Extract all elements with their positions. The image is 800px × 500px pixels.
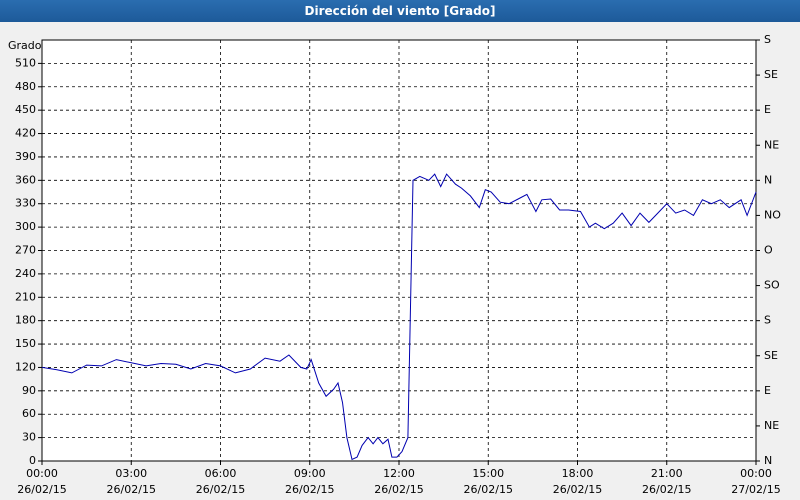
y-tick-label: 210 [15,290,36,303]
data-line [41,173,757,461]
y2-tick-label: O [764,244,773,257]
y-tick-label: 240 [15,267,36,280]
y-tick-label: 510 [15,56,36,69]
y-tick-label: 180 [15,314,36,327]
y2-tick-label: N [764,454,772,467]
y2-tick-label: SO [764,279,780,292]
y2-tick-label: NE [764,138,779,151]
y-tick-label: 30 [22,431,36,444]
y2-tick-label: N [764,173,772,186]
y-tick-label: 390 [15,150,36,163]
y-tick-label: 60 [22,407,36,420]
y2-tick-label: SE [764,349,778,362]
y2-tick-label: SE [764,68,778,81]
y-tick-label: 300 [15,220,36,233]
y-tick-label: 360 [15,173,36,186]
y-tick-label: 120 [15,360,36,373]
y2-tick-label: NE [764,419,779,432]
y-axis-label: Grado [8,39,42,52]
y2-tick-label: E [764,103,771,116]
y-tick-label: 90 [22,384,36,397]
y2-tick-label: NO [764,208,781,221]
x-tick-label: 18:00 26/02/15 [552,467,603,496]
y2-tick-label: S [764,33,771,46]
y-tick-label: 330 [15,197,36,210]
x-tick-label: 06:00 26/02/15 [195,467,246,496]
x-tick-label: 15:00 26/02/15 [463,467,513,496]
x-tick-label: 00:00 27/02/15 [731,467,781,496]
x-tick-label: 03:00 26/02/15 [106,467,156,496]
x-tick-label: 21:00 26/02/15 [642,467,692,496]
y-tick-label: 480 [15,80,36,93]
y-tick-label: 0 [29,454,36,467]
y-tick-label: 270 [15,244,36,257]
title-bar: Dirección del viento [Grado] [0,0,800,22]
y2-tick-label: E [764,384,771,397]
y-tick-label: 450 [15,103,36,116]
y-tick-label: 420 [15,127,36,140]
x-tick-label: 09:00 26/02/15 [285,467,335,496]
y-tick-label: 150 [15,337,36,350]
x-tick-label: 00:00 26/02/15 [17,467,67,496]
x-tick-label: 12:00 26/02/15 [374,467,424,496]
y2-tick-label: S [764,314,771,327]
